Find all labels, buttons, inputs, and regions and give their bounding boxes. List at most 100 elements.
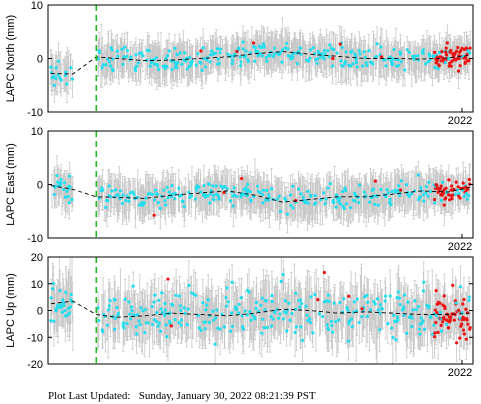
data-point [214,184,218,188]
data-point [261,188,266,192]
recent-data-point [456,185,460,189]
data-point [164,56,168,61]
data-point [218,47,223,51]
data-point [135,195,140,200]
data-point [185,67,189,71]
data-point [466,194,471,198]
data-point [155,64,160,68]
data-point [315,61,319,65]
recent-data-point [440,50,444,54]
data-point [285,212,289,216]
data-point [212,197,216,202]
data-point [267,193,271,197]
data-point [289,203,293,208]
recent-data-point [437,64,441,68]
data-point [416,173,420,177]
data-point [392,47,396,52]
data-point [351,62,355,66]
y-tick-label: 10 [31,126,43,138]
data-point [136,61,140,65]
data-point [244,49,248,53]
recent-data-point [444,46,448,50]
error-bars [50,155,471,234]
data-point [462,194,466,198]
panel-1: -10 0 10 2022 LAPC North (mm) [5,0,474,127]
data-point [207,182,211,187]
data-point [231,204,235,208]
data-point [137,51,142,55]
data-point [424,62,428,66]
data-point [201,46,205,50]
data-point [134,53,138,57]
recent-data-point [439,184,443,188]
data-point [183,51,187,55]
recent-data-point [456,69,461,73]
recent-data-point [444,53,449,57]
data-point [394,190,398,195]
data-point [326,186,330,190]
data-point [122,55,126,59]
outlier-point [338,42,342,46]
data-point [281,48,285,52]
recent-data-point [435,184,439,188]
data-point [101,188,105,192]
data-point [386,191,390,195]
recent-data-point [435,55,439,59]
data-point [193,197,198,201]
data-point [108,64,113,68]
data-point [213,51,218,56]
data-point [361,64,365,68]
recent-data-point [458,64,462,68]
data-point [379,187,383,192]
x-tick-label: 2022 [448,115,472,127]
data-point [170,67,174,72]
data-point [196,185,201,189]
data-point [61,187,66,191]
data-point [337,199,341,203]
data-point [110,48,114,52]
data-point [108,194,113,199]
data-point [218,51,222,55]
data-point [225,186,229,191]
data-point [306,189,310,194]
data-point [260,54,264,58]
data-point [173,191,177,196]
data-point [275,197,279,201]
data-point [299,192,303,196]
data-point [391,62,395,66]
outlier-point [199,49,203,53]
recent-data-point [452,187,456,191]
data-point [68,185,72,189]
data-point [241,192,245,197]
data-point [252,194,256,199]
data-point [133,68,138,73]
data-point [190,59,194,63]
data-point [217,61,221,66]
data-point [174,63,178,67]
data-point [206,194,210,198]
data-point [124,198,128,203]
data-point [296,50,301,54]
data-point [334,193,339,197]
outlier-point [252,41,256,45]
data-point [97,196,101,200]
data-point [157,67,161,72]
data-point [349,64,353,68]
data-point [52,192,56,197]
data-point [424,191,428,195]
data-point [239,195,243,199]
data-point [455,188,459,192]
data-point [350,49,354,53]
data-point [344,50,348,54]
data-point [286,47,290,51]
data-point [230,61,234,66]
data-point [208,201,212,205]
recent-data-point [467,59,471,63]
data-point [110,189,114,193]
y-tick-label: 10 [31,0,43,12]
y-tick-label: -10 [27,233,43,245]
data-point [256,49,260,53]
data-point [150,193,154,197]
data-point [273,46,277,50]
data-point [357,48,361,53]
